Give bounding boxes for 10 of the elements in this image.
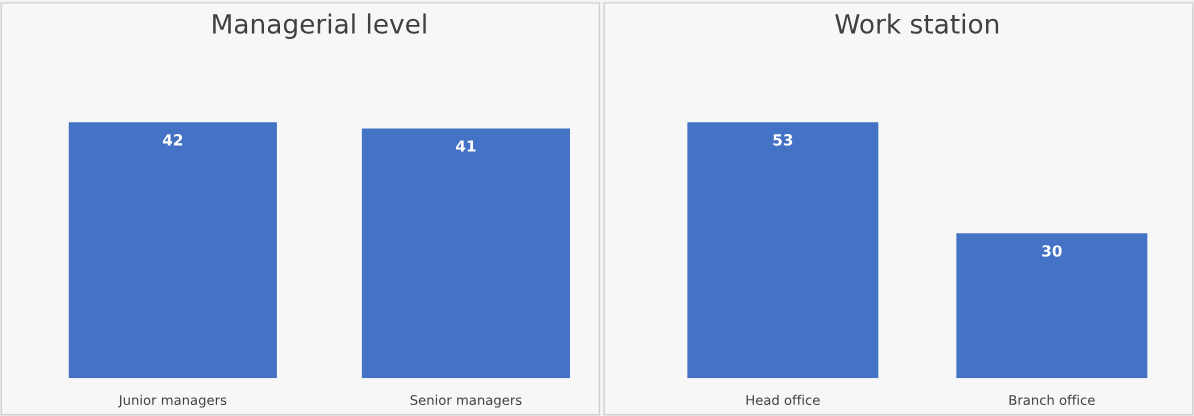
x-tick-label: Junior managers bbox=[118, 394, 227, 408]
data-label: 42 bbox=[162, 134, 183, 146]
x-tick-label: Head office bbox=[746, 394, 820, 406]
data-label: 53 bbox=[773, 134, 793, 146]
x-tick-label: Senior managers bbox=[410, 394, 522, 408]
chart-title: Managerial level bbox=[213, 13, 426, 39]
data-label: 41 bbox=[456, 140, 476, 152]
chart-title: Work station bbox=[835, 13, 999, 34]
data-label: 30 bbox=[1042, 245, 1062, 257]
x-tick-label: Branch office bbox=[1009, 394, 1095, 406]
